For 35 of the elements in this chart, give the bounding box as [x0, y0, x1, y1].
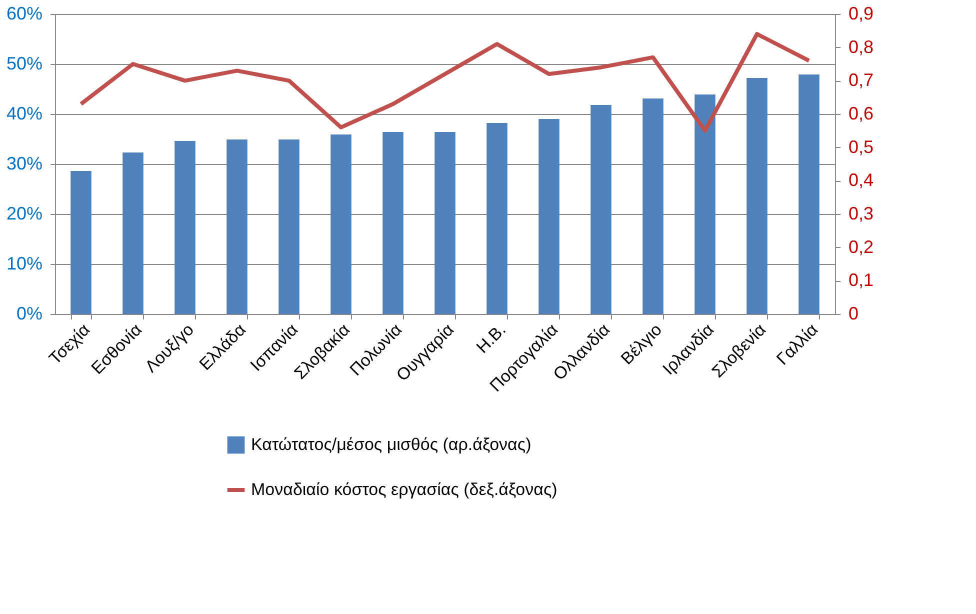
bar — [382, 132, 404, 314]
y2-tick-label: 0,4 — [848, 170, 874, 190]
line-series — [79, 32, 811, 133]
bar — [642, 98, 664, 314]
y2-tick-label: 0,3 — [848, 204, 874, 224]
bar — [486, 123, 508, 314]
y2-tick-label: 0,1 — [848, 270, 874, 290]
bar — [70, 171, 92, 314]
y-tick-label: 10% — [6, 254, 42, 274]
y2-tick-label: 0,5 — [848, 136, 874, 157]
bar — [122, 152, 144, 314]
bar — [174, 141, 196, 314]
bar — [434, 132, 456, 314]
y2-tick-label: 0,9 — [848, 4, 874, 24]
y-tick-label: 0% — [16, 304, 42, 324]
bar — [590, 105, 612, 314]
bar — [330, 134, 352, 314]
bar — [694, 94, 716, 314]
y-tick-label: 40% — [6, 104, 42, 124]
y-tick-label: 50% — [6, 54, 42, 74]
y2-tick-label: 0,6 — [848, 104, 874, 124]
y2-tick-label: 0,2 — [848, 236, 874, 257]
y-tick-label: 20% — [6, 204, 42, 224]
legend-label: Μοναδιαίο κόστος εργασίας (δεξ.άξονας) — [251, 480, 558, 499]
y-tick-label: 60% — [6, 4, 42, 24]
bar — [226, 140, 248, 314]
y2-tick-label: 0 — [848, 304, 859, 324]
legend-label: Κατώτατος/μέσος μισθός (αρ.άξονας) — [251, 435, 532, 454]
y2-tick-label: 0,7 — [848, 70, 874, 90]
y2-tick-label: 0,8 — [848, 36, 874, 57]
bar — [538, 119, 560, 314]
bar — [278, 140, 300, 314]
bar — [798, 74, 820, 314]
y-tick-label: 30% — [6, 154, 42, 174]
bar — [746, 78, 768, 314]
